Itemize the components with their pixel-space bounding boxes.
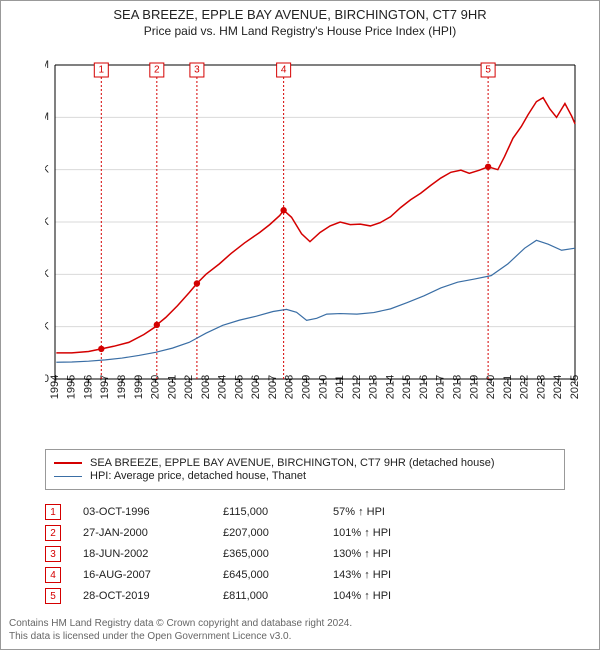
- svg-text:4: 4: [281, 65, 287, 76]
- legend: SEA BREEZE, EPPLE BAY AVENUE, BIRCHINGTO…: [45, 449, 565, 490]
- svg-text:2019: 2019: [468, 375, 480, 399]
- svg-text:2: 2: [154, 65, 160, 76]
- price-chart: £0£200K£400K£600K£800K£1M£1.2M1994199519…: [45, 49, 581, 419]
- svg-text:2014: 2014: [384, 375, 396, 399]
- event-date: 03-OCT-1996: [83, 506, 223, 518]
- svg-text:2010: 2010: [317, 375, 329, 399]
- event-price: £811,000: [223, 590, 333, 602]
- svg-text:2020: 2020: [485, 375, 497, 399]
- svg-text:2005: 2005: [233, 375, 245, 399]
- svg-text:2002: 2002: [183, 375, 195, 399]
- event-number-box: 3: [45, 546, 61, 562]
- event-price: £645,000: [223, 569, 333, 581]
- legend-label: HPI: Average price, detached house, Than…: [90, 470, 306, 482]
- svg-text:2021: 2021: [502, 375, 514, 399]
- legend-row: SEA BREEZE, EPPLE BAY AVENUE, BIRCHINGTO…: [54, 457, 556, 469]
- event-row: 1 03-OCT-1996£115,00057% ↑ HPI: [45, 504, 565, 520]
- svg-text:2017: 2017: [435, 375, 447, 399]
- svg-text:2015: 2015: [401, 375, 413, 399]
- event-date: 27-JAN-2000: [83, 527, 223, 539]
- event-number-box: 4: [45, 567, 61, 583]
- svg-text:2006: 2006: [250, 375, 262, 399]
- legend-swatch: [54, 462, 82, 464]
- event-row: 4 16-AUG-2007£645,000143% ↑ HPI: [45, 567, 565, 583]
- svg-text:2024: 2024: [552, 375, 564, 399]
- event-row: 5 28-OCT-2019£811,000104% ↑ HPI: [45, 588, 565, 604]
- svg-text:2016: 2016: [418, 375, 430, 399]
- event-date: 18-JUN-2002: [83, 548, 223, 560]
- event-row: 3 18-JUN-2002£365,000130% ↑ HPI: [45, 546, 565, 562]
- event-price: £365,000: [223, 548, 333, 560]
- svg-text:5: 5: [485, 65, 491, 76]
- legend-label: SEA BREEZE, EPPLE BAY AVENUE, BIRCHINGTO…: [90, 457, 495, 469]
- svg-text:1995: 1995: [66, 375, 78, 399]
- svg-text:£600K: £600K: [45, 216, 50, 228]
- svg-text:2023: 2023: [535, 375, 547, 399]
- svg-text:3: 3: [194, 65, 200, 76]
- legend-row: HPI: Average price, detached house, Than…: [54, 470, 556, 482]
- svg-text:£800K: £800K: [45, 164, 50, 176]
- event-number-box: 2: [45, 525, 61, 541]
- svg-text:1999: 1999: [133, 375, 145, 399]
- svg-text:2018: 2018: [451, 375, 463, 399]
- event-price: £207,000: [223, 527, 333, 539]
- svg-text:2003: 2003: [200, 375, 212, 399]
- event-number-box: 5: [45, 588, 61, 604]
- events-table: 1 03-OCT-1996£115,00057% ↑ HPI 2 27-JAN-200…: [45, 499, 565, 609]
- footer-text: Contains HM Land Registry data © Crown c…: [9, 617, 591, 643]
- legend-swatch: [54, 476, 82, 477]
- svg-text:2012: 2012: [351, 375, 363, 399]
- svg-text:2008: 2008: [284, 375, 296, 399]
- event-relative: 143% ↑ HPI: [333, 569, 565, 581]
- chart-title: SEA BREEZE, EPPLE BAY AVENUE, BIRCHINGTO…: [1, 7, 599, 22]
- svg-text:1996: 1996: [82, 375, 94, 399]
- svg-text:2000: 2000: [150, 375, 162, 399]
- svg-text:1: 1: [99, 65, 105, 76]
- event-relative: 101% ↑ HPI: [333, 527, 565, 539]
- svg-text:£200K: £200K: [45, 321, 50, 333]
- footer-line2: This data is licensed under the Open Gov…: [9, 630, 591, 643]
- svg-text:2007: 2007: [267, 375, 279, 399]
- svg-text:2001: 2001: [166, 375, 178, 399]
- event-relative: 57% ↑ HPI: [333, 506, 565, 518]
- event-date: 28-OCT-2019: [83, 590, 223, 602]
- event-relative: 104% ↑ HPI: [333, 590, 565, 602]
- svg-text:2009: 2009: [301, 375, 313, 399]
- svg-text:2022: 2022: [519, 375, 531, 399]
- svg-text:£1M: £1M: [45, 111, 49, 123]
- event-row: 2 27-JAN-2000£207,000101% ↑ HPI: [45, 525, 565, 541]
- svg-text:£1.2M: £1.2M: [45, 59, 49, 71]
- svg-text:2004: 2004: [217, 375, 229, 399]
- event-price: £115,000: [223, 506, 333, 518]
- event-date: 16-AUG-2007: [83, 569, 223, 581]
- svg-text:£400K: £400K: [45, 268, 50, 280]
- svg-text:1998: 1998: [116, 375, 128, 399]
- chart-subtitle: Price paid vs. HM Land Registry's House …: [1, 24, 599, 38]
- footer-line1: Contains HM Land Registry data © Crown c…: [9, 617, 591, 630]
- event-relative: 130% ↑ HPI: [333, 548, 565, 560]
- svg-text:2013: 2013: [368, 375, 380, 399]
- event-number-box: 1: [45, 504, 61, 520]
